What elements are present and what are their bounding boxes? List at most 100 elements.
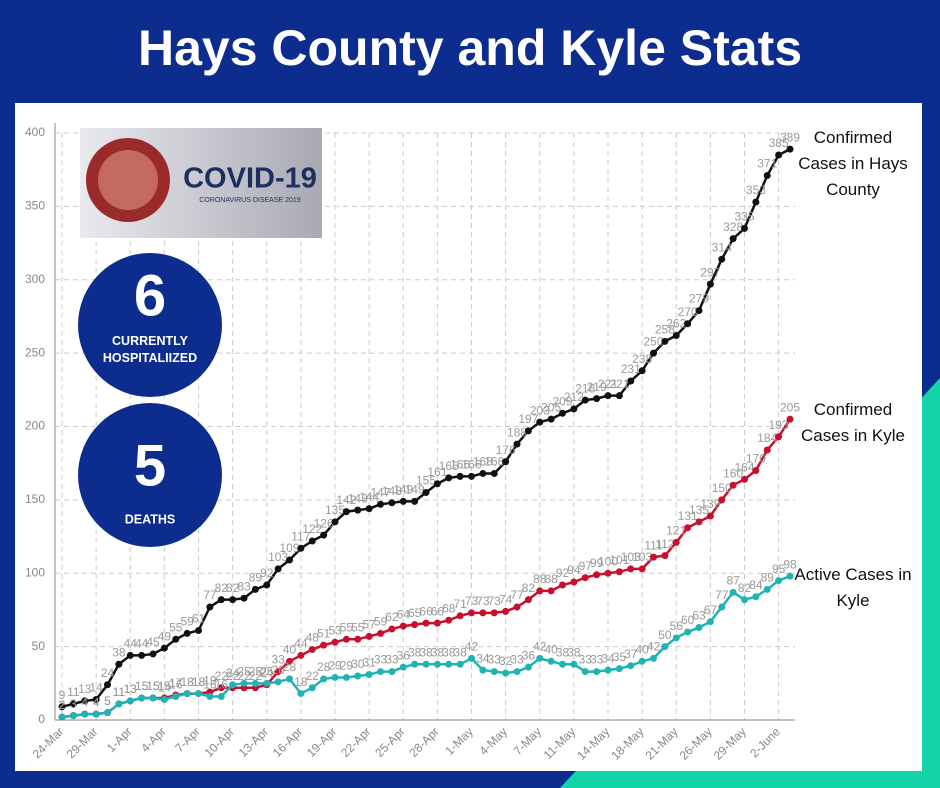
data-label: 297: [700, 265, 720, 279]
data-label: 63: [692, 609, 706, 623]
data-point: [58, 713, 66, 721]
data-label: 28: [317, 660, 331, 674]
y-tick-label: 400: [25, 125, 45, 139]
data-label: 15: [135, 679, 149, 693]
data-label: 42: [465, 640, 479, 654]
data-label: 67: [704, 603, 718, 617]
data-label: 22: [226, 669, 240, 683]
data-point: [422, 619, 430, 627]
data-label: 55: [351, 620, 365, 634]
data-label: 35: [613, 650, 627, 664]
data-label: 18: [192, 675, 206, 689]
data-point: [786, 145, 794, 153]
data-label: 36: [397, 648, 411, 662]
data-point: [320, 641, 328, 649]
data-point: [365, 632, 373, 640]
data-point: [308, 537, 316, 545]
data-point: [206, 693, 214, 701]
data-label: 87: [726, 573, 740, 587]
data-point: [627, 662, 635, 670]
data-point: [661, 552, 669, 560]
data-point: [695, 624, 703, 632]
data-point: [217, 693, 225, 701]
data-point: [468, 609, 475, 617]
data-label: 109: [279, 541, 299, 555]
data-point: [615, 568, 623, 576]
data-point: [195, 690, 202, 698]
data-label: 258: [655, 323, 675, 337]
data-point: [354, 506, 362, 514]
data-point: [138, 651, 146, 659]
data-point: [92, 695, 100, 703]
data-point: [399, 622, 407, 630]
data-point: [92, 710, 100, 718]
data-point: [81, 697, 89, 705]
data-label: 13: [78, 682, 92, 696]
data-label: 40: [635, 642, 649, 656]
data-point: [365, 505, 373, 513]
data-label: 164: [734, 461, 754, 475]
data-point: [775, 151, 783, 159]
stat-value: 5: [134, 433, 166, 498]
data-label: 15: [146, 679, 160, 693]
data-point: [661, 337, 669, 345]
data-point: [741, 224, 748, 232]
data-label: 122: [302, 522, 322, 536]
data-label: 9: [59, 688, 66, 702]
data-label: 22: [237, 669, 251, 683]
data-point: [706, 618, 714, 626]
data-label: 38: [567, 645, 581, 659]
data-point: [706, 280, 714, 288]
data-point: [581, 574, 589, 582]
data-point: [388, 625, 396, 633]
data-label: 24: [260, 666, 274, 680]
data-point: [468, 472, 475, 480]
data-point: [729, 481, 737, 489]
data-point: [490, 609, 498, 617]
data-point: [650, 654, 657, 662]
data-point: [297, 651, 305, 659]
data-label: 101: [609, 553, 629, 567]
data-label: 19: [203, 673, 217, 687]
data-label: 82: [226, 581, 240, 595]
data-label: 83: [237, 579, 251, 593]
data-label: 3: [70, 697, 77, 711]
data-point: [752, 593, 760, 601]
data-label: 11: [67, 685, 80, 699]
data-point: [615, 665, 623, 673]
stat-label: DEATHS: [125, 512, 175, 526]
data-label: 16: [215, 678, 229, 692]
data-point: [286, 657, 293, 665]
data-point: [524, 663, 532, 671]
data-point: [536, 654, 544, 662]
data-point: [718, 496, 726, 504]
data-label: 51: [317, 626, 331, 640]
data-label: 221: [609, 377, 629, 391]
data-label: 38: [112, 645, 126, 659]
data-point: [399, 663, 407, 671]
data-label: 4: [93, 695, 100, 709]
data-label: 135: [325, 503, 345, 517]
data-label: 262: [666, 317, 686, 331]
data-point: [388, 668, 396, 676]
page-title: Hays County and Kyle Stats: [138, 20, 802, 76]
data-label: 36: [522, 648, 536, 662]
stat-label-box: CURRENTLY HOSPITALIIZED: [103, 334, 197, 365]
data-point: [445, 660, 453, 668]
data-point: [638, 565, 646, 573]
covid-image: COVID-19 CORONAVIRUS DISEASE 2019: [80, 128, 322, 238]
data-point: [69, 712, 77, 720]
y-tick-label: 150: [25, 492, 45, 506]
data-label: 25: [260, 664, 274, 678]
data-label: 71: [453, 597, 467, 611]
data-point: [684, 320, 692, 328]
data-label: 92: [556, 566, 570, 580]
y-tick-label: 300: [25, 272, 45, 286]
data-point: [160, 644, 168, 652]
data-label: 44: [294, 637, 308, 651]
data-point: [559, 660, 566, 668]
data-label: 15: [158, 679, 172, 693]
data-label: 82: [522, 581, 536, 595]
data-label: 148: [382, 484, 402, 498]
data-label: 88: [544, 572, 558, 586]
